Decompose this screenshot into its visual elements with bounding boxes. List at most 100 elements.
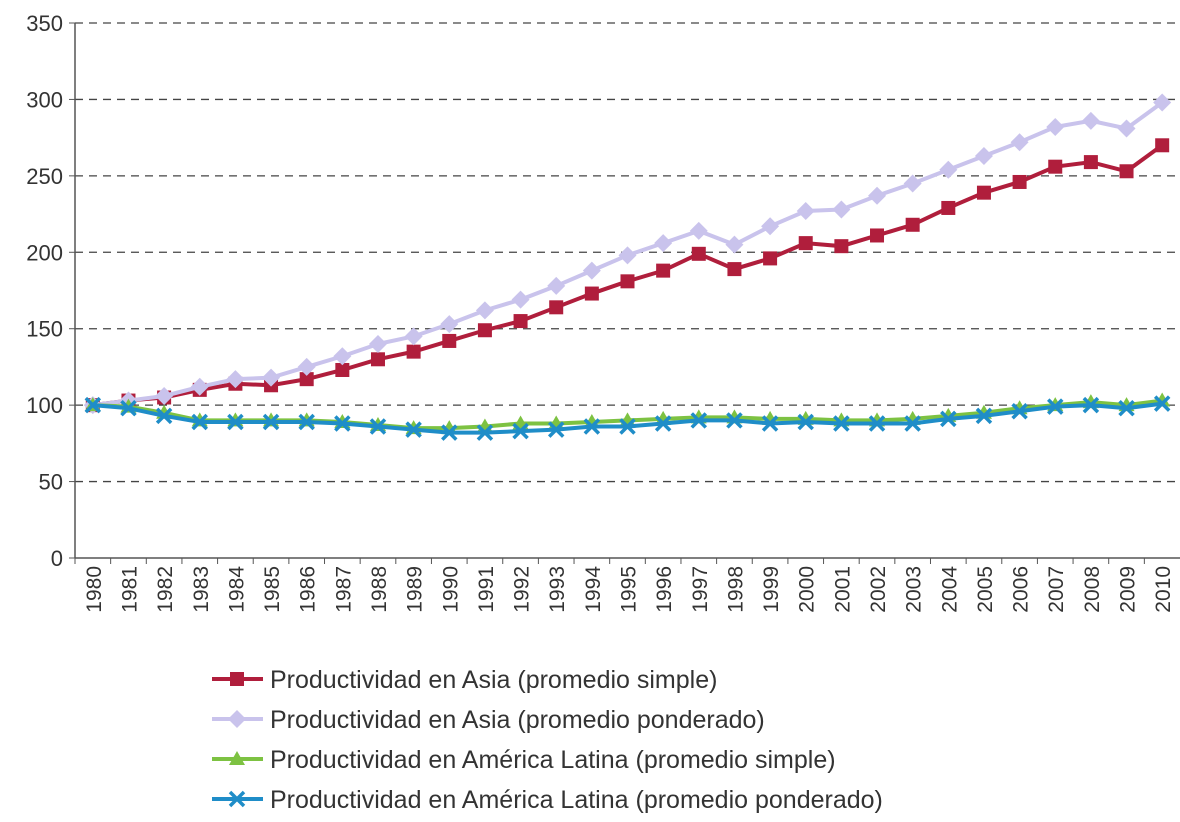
x-tick-label: 1983 [190, 566, 213, 613]
point [654, 234, 673, 253]
point [226, 370, 245, 389]
x-tick-label: 1986 [297, 566, 320, 613]
point [335, 362, 350, 377]
point [1011, 403, 1028, 420]
point [726, 412, 743, 429]
point [1117, 119, 1136, 138]
y-tick-label: 300 [26, 87, 63, 112]
point [1082, 396, 1100, 414]
point [513, 314, 528, 329]
point [511, 290, 530, 309]
point [1083, 155, 1098, 170]
x-tick-label: 2002 [867, 566, 890, 613]
point [1010, 133, 1029, 152]
x-tick-label: 2006 [1010, 566, 1033, 613]
x-tick-label: 2010 [1152, 566, 1175, 613]
point [974, 146, 993, 165]
point [761, 415, 779, 432]
legend-marker [230, 672, 244, 686]
y-tick-label: 100 [26, 393, 63, 418]
point [834, 239, 849, 254]
point [191, 413, 208, 431]
point [798, 236, 813, 251]
point [584, 286, 599, 301]
point [868, 415, 886, 432]
legend-label: Productividad en América Latina (promedi… [270, 746, 836, 774]
point [833, 415, 850, 432]
x-tick-label: 2005 [974, 566, 997, 613]
point [725, 235, 744, 254]
x-tick-label: 1996 [653, 566, 676, 613]
point [441, 424, 458, 441]
point [1153, 93, 1172, 112]
point [620, 274, 635, 289]
x-tick-label: 1987 [332, 566, 355, 613]
x-tick-label: 1985 [261, 566, 284, 613]
point [727, 262, 742, 277]
y-tick-label: 200 [26, 240, 63, 265]
legend-label: Productividad en Asia (promedio ponderad… [270, 706, 765, 734]
point [442, 333, 457, 348]
y-tick-label: 250 [26, 164, 63, 189]
point [84, 396, 102, 414]
point [368, 335, 387, 353]
y-tick-label: 150 [26, 317, 63, 342]
point [262, 413, 280, 431]
point [440, 315, 459, 334]
point [262, 368, 281, 387]
point [1046, 117, 1065, 136]
point [369, 418, 387, 435]
point [939, 160, 958, 179]
legend-marker [228, 710, 246, 728]
x-tick-label: 1981 [118, 566, 141, 613]
point [797, 413, 814, 431]
point [941, 200, 956, 215]
point [406, 344, 421, 359]
point [656, 263, 671, 278]
point [903, 174, 922, 193]
x-tick-label: 2004 [938, 566, 961, 613]
point [512, 422, 529, 440]
point [1119, 164, 1134, 179]
point [1012, 174, 1027, 189]
legend-marker [228, 790, 246, 808]
point [370, 352, 385, 367]
point [905, 217, 920, 232]
x-tick-label: 1997 [689, 566, 712, 613]
point [976, 185, 991, 200]
point [870, 228, 885, 243]
point [619, 418, 636, 435]
point [832, 200, 851, 219]
point [689, 221, 708, 240]
x-tick-label: 1991 [475, 566, 498, 613]
point [868, 186, 887, 205]
x-tick-label: 1999 [760, 566, 783, 613]
legend-label: Productividad en América Latina (promedi… [270, 786, 883, 814]
x-tick-label: 1988 [368, 566, 391, 613]
point [120, 399, 137, 417]
point [1155, 138, 1170, 153]
x-tick-label: 1992 [511, 566, 534, 613]
point [761, 217, 780, 236]
point [691, 246, 706, 261]
x-tick-label: 1995 [618, 566, 641, 613]
point [796, 202, 815, 221]
point [1153, 395, 1171, 412]
x-tick-label: 1982 [154, 566, 177, 613]
point [582, 261, 601, 280]
point [477, 323, 492, 338]
point [1118, 399, 1135, 417]
x-tick-label: 1994 [582, 566, 605, 613]
x-tick-label: 1990 [439, 566, 462, 613]
point [1081, 111, 1100, 130]
point [549, 300, 564, 315]
legend-label: Productividad en Asia (promedio simple) [270, 666, 717, 694]
point [299, 372, 314, 387]
point [190, 377, 209, 396]
y-tick-label: 50 [39, 470, 63, 495]
x-tick-label: 2001 [831, 566, 854, 613]
x-tick-label: 2008 [1081, 566, 1104, 613]
point [547, 276, 566, 295]
point [475, 301, 494, 320]
